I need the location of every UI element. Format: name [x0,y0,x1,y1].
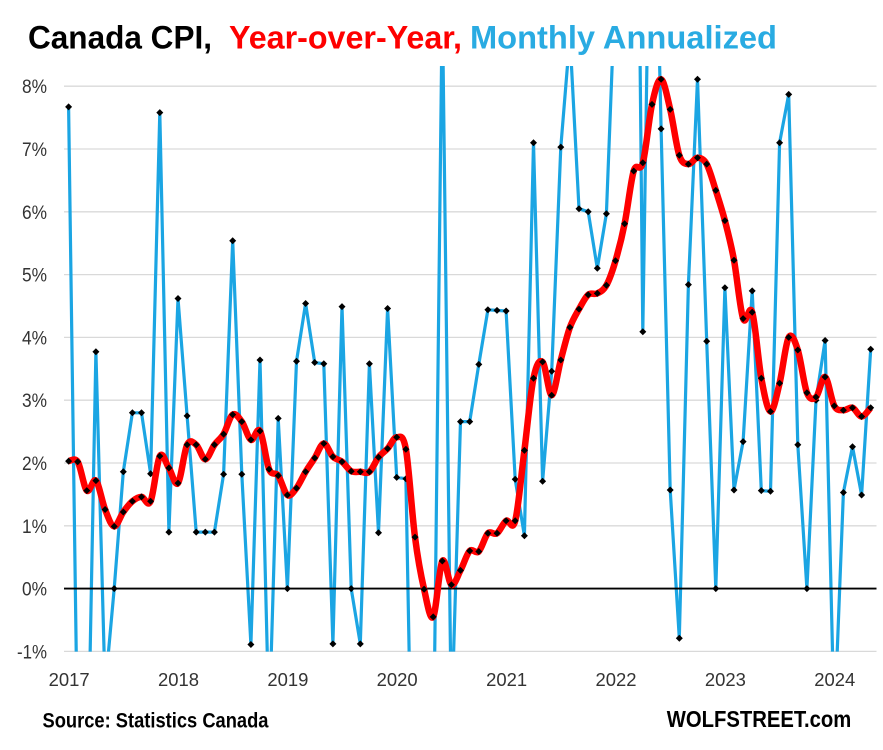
svg-text:Canada CPI,: Canada CPI, [28,18,212,55]
svg-text:-1%: -1% [17,642,47,663]
svg-text:1%: 1% [22,517,47,538]
svg-text:2024: 2024 [814,669,855,690]
svg-text:3%: 3% [22,391,47,412]
svg-text:2019: 2019 [267,669,308,690]
svg-text:5%: 5% [22,266,47,287]
svg-text:2021: 2021 [486,669,527,690]
svg-text:2017: 2017 [49,669,90,690]
svg-text:2%: 2% [22,454,47,475]
svg-text:2023: 2023 [705,669,746,690]
svg-text:8%: 8% [22,77,47,98]
svg-text:6%: 6% [22,203,47,224]
svg-text:Source: Statistics Canada: Source: Statistics Canada [43,708,269,732]
svg-text:2022: 2022 [596,669,637,690]
svg-text:7%: 7% [22,140,47,161]
svg-text:2018: 2018 [158,669,199,690]
svg-text:WOLFSTREET.com: WOLFSTREET.com [667,706,852,732]
svg-text:4%: 4% [22,328,47,349]
svg-text:0%: 0% [22,580,47,601]
svg-text:2020: 2020 [377,669,418,690]
svg-text:Monthly Annualized: Monthly Annualized [470,18,777,55]
svg-text:Year-over-Year,: Year-over-Year, [229,18,462,55]
